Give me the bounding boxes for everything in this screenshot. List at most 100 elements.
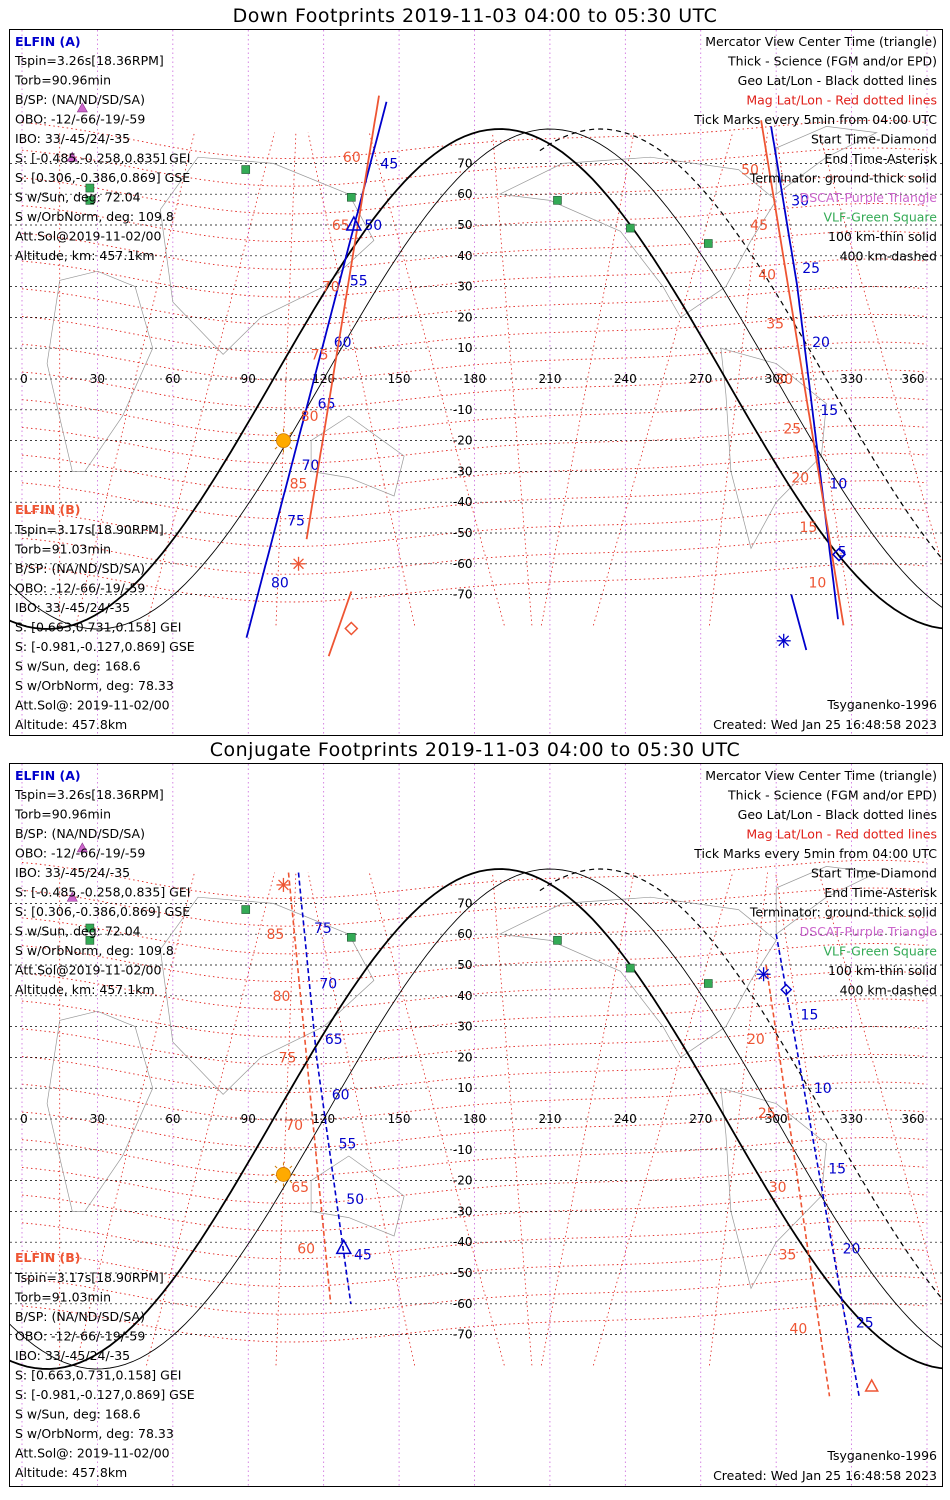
lat-tick-label: 60	[457, 187, 472, 201]
lat-tick-label: -20	[453, 434, 473, 448]
track-tick-label: 60	[334, 335, 352, 351]
lon-tick-label: 90	[241, 1112, 256, 1126]
elfin-a-info-line: OBO: -12/-66/-19/-59	[15, 846, 145, 861]
track-tick-label: 65	[318, 397, 336, 413]
track-tick-label: 10	[809, 575, 827, 591]
lat-tick-label: 30	[457, 280, 472, 294]
legend-line: Tick Marks every 5min from 04:00 UTC	[693, 112, 937, 127]
legend-line: DSCAT-Purple Triangle	[800, 924, 938, 939]
elfin-a-info-line: Altitude, km: 457.1km	[15, 982, 155, 997]
lon-tick-label: 30	[90, 372, 105, 386]
mag-lat-line	[21, 1164, 928, 1204]
map-canvas: 70 60 50 40 30 20 10 -10 -20 -30 -40 -50 -60 -70 0 30 60…	[10, 30, 942, 735]
elfin-b-info-line: Att.Sol@: 2019-11-02/00	[15, 1446, 170, 1461]
lat-tick-label: -50	[453, 1266, 473, 1280]
track-tick-label: 35	[779, 1248, 797, 1264]
terminator-100km	[10, 128, 942, 630]
vlf-station-square	[241, 165, 251, 174]
elfin-a-name: ELFIN (A)	[15, 768, 81, 783]
elfin-b-info-line: B/SP: (NA/ND/SD/SA)	[15, 561, 145, 576]
panel-title: Down Footprints 2019-11-03 04:00 to 05:3…	[232, 5, 718, 27]
legend-line: Mercator View Center Time (triangle)	[705, 768, 937, 783]
legend-line: End Time-Asterisk	[824, 151, 937, 166]
track-tick-label: 75	[279, 1050, 297, 1066]
sun-ray	[274, 1165, 278, 1169]
elfin-b-mag-track	[305, 95, 380, 540]
center-time-triangle	[335, 1238, 353, 1255]
mag-lon-line	[275, 872, 297, 1366]
sun-ray	[274, 431, 278, 435]
coastline	[159, 896, 375, 1095]
model-label: Tsyganenko-1996	[826, 697, 937, 712]
mag-lon-line	[492, 132, 533, 626]
legend-line: Mag Lat/Lon - Red dotted lines	[746, 93, 937, 108]
elfin-b-info-line: Altitude: 457.8km	[15, 1465, 127, 1480]
elfin-a-info-line: OBO: -12/-66/-19/-59	[15, 112, 145, 127]
elfin-a-info-line: S w/OrbNorm, deg: 109.8	[15, 943, 174, 958]
vlf-station-square	[85, 196, 95, 205]
terminator-400km	[539, 868, 942, 1300]
lat-tick-label: 40	[457, 249, 472, 263]
elfin-a-track-south	[790, 594, 808, 651]
track-tick-label: 50	[741, 163, 759, 179]
track-tick-label: 75	[287, 514, 305, 530]
lat-tick-label: -60	[453, 557, 473, 571]
coastline	[499, 896, 777, 1058]
elfin-a-info-line: Torb=90.96min	[14, 807, 111, 822]
center-time-triangle	[345, 215, 363, 231]
mag-lon-line	[146, 132, 275, 626]
elfin-a-info-line: B/SP: (NA/ND/SD/SA)	[15, 826, 145, 841]
lat-tick-label: 10	[457, 341, 472, 355]
elfin-b-conj-track	[297, 872, 352, 1304]
lat-tick-label: 60	[457, 927, 472, 941]
mag-lon-line	[492, 872, 533, 1366]
coastline	[159, 156, 375, 355]
vlf-station-square	[241, 905, 251, 914]
elfin-b-name: ELFIN (B)	[15, 502, 80, 517]
lat-tick-label: 20	[457, 1050, 472, 1064]
elfin-a-info-line: Att.Sol@2019-11-02/00	[15, 229, 161, 244]
legend-line: 400 km-dashed	[840, 249, 937, 264]
end-time-asterisk	[758, 968, 770, 980]
elfin-b-name: ELFIN (B)	[15, 1250, 80, 1265]
elfin-b-info-line: S: [0.663,0.731,0.158] GEI	[15, 1368, 181, 1383]
elfin-a-track	[770, 126, 839, 620]
elfin-b-info-line: S: [-0.981,-0.127,0.869] GSE	[15, 1387, 195, 1402]
track-tick-label: 80	[271, 575, 289, 591]
map-panel-down: 70 60 50 40 30 20 10 -10 -20 -30 -40 -50 -60 -70 0 30 60…	[9, 29, 943, 736]
track-tick-label: 80	[273, 989, 291, 1005]
terminator-ground	[10, 128, 942, 630]
lat-tick-label: 50	[457, 958, 472, 972]
elfin-b-info-line: IBO: 33/-45/24/-35	[15, 1348, 130, 1363]
elfin-a-info-line: Altitude, km: 457.1km	[15, 248, 155, 263]
lat-tick-label: 50	[457, 218, 472, 232]
elfin-b-info-line: Tspin=3.17s[18.90RPM]	[14, 522, 164, 537]
legend-line: Thick - Science (FGM and/or EPD)	[727, 54, 937, 69]
coastline	[310, 415, 405, 497]
lat-tick-label: -50	[453, 526, 473, 540]
elfin-a-info-line: Att.Sol@2019-11-02/00	[15, 963, 161, 978]
elfin-b-info-line: Torb=91.03min	[14, 542, 111, 557]
vlf-station-square	[553, 936, 562, 945]
track-tick-label: 30	[791, 193, 809, 209]
track-tick-label: 20	[747, 1032, 765, 1048]
track-tick-label: 25	[856, 1315, 874, 1331]
track-tick-label: 60	[332, 1087, 350, 1103]
lon-tick-label: 150	[388, 372, 411, 386]
track-tick-label: 20	[791, 471, 809, 487]
mag-lat-line	[21, 313, 928, 353]
vlf-station-square	[347, 932, 356, 942]
elfin-b-info-line: OBO: -12/-66/-19/-59	[15, 1329, 145, 1344]
elfin-a-conj-track	[775, 934, 860, 1397]
track-tick-label: 65	[291, 1180, 309, 1196]
lat-tick-label: 40	[457, 989, 472, 1003]
mag-lon-line	[709, 872, 768, 1366]
track-tick-label: 75	[311, 347, 329, 363]
lon-tick-label: 150	[388, 1112, 411, 1126]
lon-tick-label: 90	[241, 372, 256, 386]
elfin-b-info-line: Att.Sol@: 2019-11-02/00	[15, 698, 170, 713]
model-label: Tsyganenko-1996	[826, 1448, 937, 1463]
lat-tick-label: 20	[457, 310, 472, 324]
lat-tick-label: -70	[453, 1328, 473, 1342]
track-tick-label: 55	[350, 273, 368, 289]
